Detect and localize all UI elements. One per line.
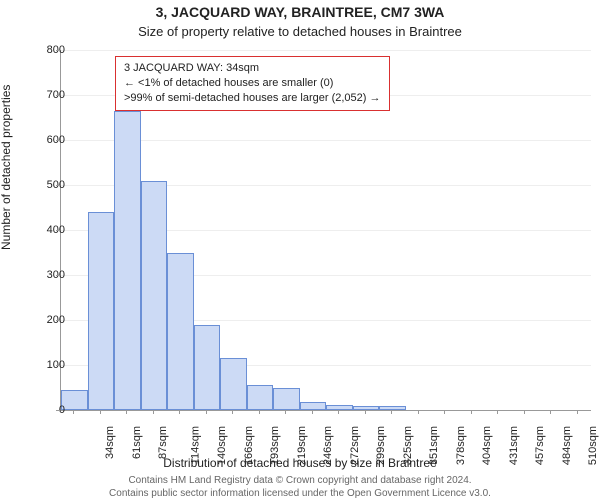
- x-tick-mark: [444, 410, 445, 414]
- histogram-bar: [353, 406, 380, 411]
- x-tick-mark: [524, 410, 525, 414]
- histogram-bar: [326, 405, 353, 410]
- histogram-bar: [220, 358, 247, 410]
- footer-copyright: Contains HM Land Registry data © Crown c…: [0, 475, 600, 486]
- x-tick-mark: [312, 410, 313, 414]
- x-tick-label: 34sqm: [104, 426, 116, 459]
- callout-line: >99% of semi-detached houses are larger …: [124, 91, 381, 106]
- histogram-bar: [141, 181, 168, 411]
- histogram-bar: [194, 325, 221, 411]
- histogram-bar: [247, 385, 274, 410]
- x-tick-mark: [497, 410, 498, 414]
- y-tick-mark: [56, 50, 60, 51]
- page-title: 3, JACQUARD WAY, BRAINTREE, CM7 3WA: [0, 4, 600, 20]
- histogram-bar: [273, 388, 300, 410]
- x-tick-mark: [285, 410, 286, 414]
- callout-box: 3 JACQUARD WAY: 34sqm← <1% of detached h…: [115, 56, 390, 111]
- y-tick-mark: [56, 275, 60, 276]
- x-tick-mark: [153, 410, 154, 414]
- x-tick-mark: [471, 410, 472, 414]
- x-axis-label: Distribution of detached houses by size …: [0, 456, 600, 470]
- histogram-bar: [300, 402, 327, 410]
- footer-licence: Contains public sector information licen…: [0, 488, 600, 499]
- x-tick-mark: [365, 410, 366, 414]
- histogram-bar: [114, 111, 141, 410]
- x-tick-mark: [100, 410, 101, 414]
- x-tick-mark: [232, 410, 233, 414]
- y-tick-mark: [56, 320, 60, 321]
- callout-line: 3 JACQUARD WAY: 34sqm: [124, 61, 381, 76]
- page-subtitle: Size of property relative to detached ho…: [0, 24, 600, 39]
- x-tick-mark: [206, 410, 207, 414]
- x-tick-label: 87sqm: [157, 426, 169, 459]
- histogram-bar: [88, 212, 115, 410]
- gridline: [61, 50, 591, 51]
- x-tick-mark: [126, 410, 127, 414]
- x-tick-mark: [550, 410, 551, 414]
- x-tick-mark: [577, 410, 578, 414]
- y-tick-mark: [56, 410, 60, 411]
- x-tick-mark: [259, 410, 260, 414]
- histogram-bar: [379, 406, 406, 410]
- x-tick-mark: [338, 410, 339, 414]
- histogram-bar: [167, 253, 194, 411]
- y-tick-mark: [56, 365, 60, 366]
- chart-container: 3, JACQUARD WAY, BRAINTREE, CM7 3WA Size…: [0, 0, 600, 500]
- x-tick-label: 61sqm: [131, 426, 143, 459]
- y-tick-mark: [56, 140, 60, 141]
- x-tick-mark: [179, 410, 180, 414]
- y-tick-mark: [56, 95, 60, 96]
- x-tick-mark: [418, 410, 419, 414]
- x-tick-mark: [391, 410, 392, 414]
- y-tick-mark: [56, 185, 60, 186]
- callout-line: ← <1% of detached houses are smaller (0): [124, 76, 381, 91]
- gridline: [61, 140, 591, 141]
- x-tick-mark: [73, 410, 74, 414]
- y-tick-mark: [56, 230, 60, 231]
- y-axis-label: Number of detached properties: [0, 85, 13, 250]
